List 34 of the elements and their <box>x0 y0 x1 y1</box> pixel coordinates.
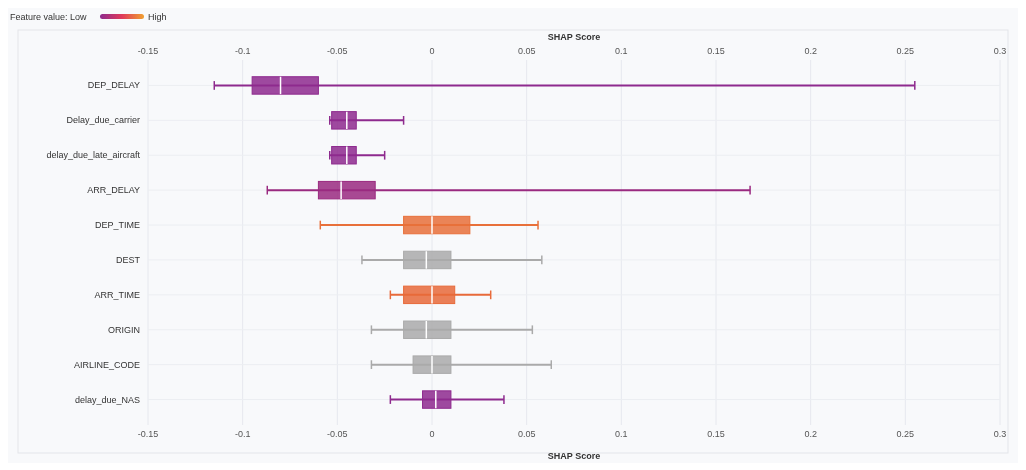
y-tick-label: Delay_due_carrier <box>66 115 140 126</box>
x2-tick-label: 0.25 <box>896 46 915 56</box>
x-tick-label: 0.25 <box>896 429 915 439</box>
x2-axis-title: SHAP Score <box>547 32 601 42</box>
y-tick-label: DEP_DELAY <box>87 80 140 91</box>
x2-tick-label: 0.15 <box>707 46 725 56</box>
x2-tick-label: -0.15 <box>137 46 159 56</box>
x-tick-label: 0.3 <box>993 429 1007 439</box>
x2-tick-label: 0.05 <box>517 46 536 56</box>
y-tick-label: AIRLINE_CODE <box>73 359 140 370</box>
x-tick-label: 0.15 <box>707 429 725 439</box>
y-tick-label: DEP_TIME <box>94 220 140 231</box>
y-tick-label: ARR_DELAY <box>87 185 140 196</box>
x2-tick-label: 0.3 <box>993 46 1007 56</box>
y-tick-label: delay_due_NAS <box>74 394 140 405</box>
x-tick-label: 0.1 <box>615 429 628 439</box>
x2-tick-label: 0 <box>429 46 435 56</box>
x-tick-label: 0.05 <box>517 429 536 439</box>
y-tick-label: delay_due_late_aircraft <box>46 150 141 161</box>
text: High <box>148 12 167 22</box>
x2-tick-label: -0.05 <box>327 46 348 56</box>
x-tick-label: 0.2 <box>804 429 817 439</box>
x-tick-label: -0.05 <box>327 429 348 439</box>
y-tick-label: DEST <box>115 254 141 265</box>
x2-tick-label: 0.1 <box>615 46 628 56</box>
x2-tick-label: -0.1 <box>234 46 251 56</box>
x-tick-label: -0.1 <box>234 429 251 439</box>
y-tick-label: ARR_TIME <box>94 289 140 300</box>
text: Feature value: Low <box>10 12 88 22</box>
x-tick-label: -0.15 <box>137 429 159 439</box>
x-axis-title: SHAP Score <box>547 451 601 461</box>
y-tick-label: ORIGIN <box>107 324 140 335</box>
x-tick-label: 0 <box>429 429 435 439</box>
x2-tick-label: 0.2 <box>804 46 817 56</box>
